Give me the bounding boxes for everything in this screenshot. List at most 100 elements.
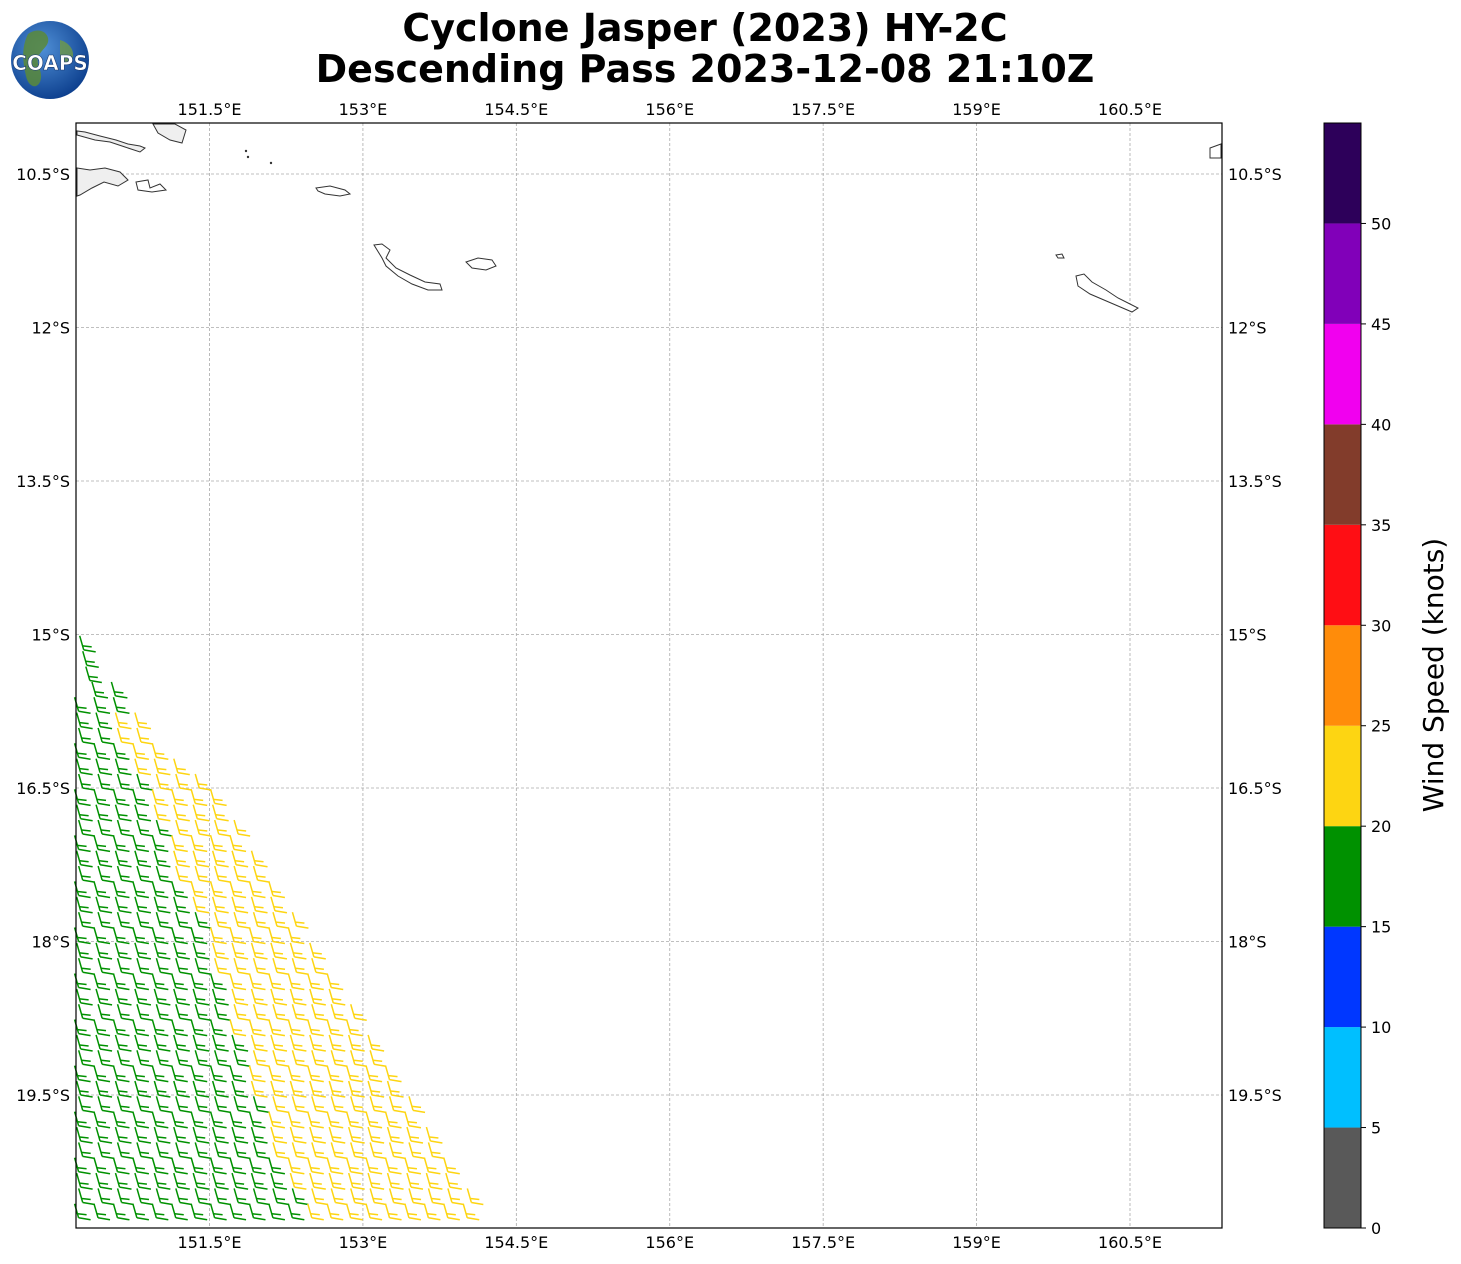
wind-barb (350, 1096, 367, 1114)
lon-tick-bottom: 157.5°E (791, 1233, 855, 1252)
wind-barb (427, 1142, 445, 1160)
wind-barb (82, 650, 99, 668)
wind-barb (311, 1188, 328, 1206)
wind-barb (77, 957, 95, 975)
wind-barb (213, 957, 231, 975)
wind-barb (289, 1172, 307, 1190)
wind-barb (97, 957, 115, 975)
wind-barb (311, 1096, 328, 1114)
wind-barb (209, 1019, 227, 1037)
wind-barb (311, 1050, 328, 1068)
wind-barb (194, 957, 212, 975)
wind-barb (97, 1188, 115, 1206)
wind-barb (250, 942, 268, 960)
wind-barb (153, 1034, 171, 1052)
wind-barb (114, 758, 132, 776)
wind-barb (173, 1126, 190, 1144)
coaps-logo-icon: COAPS (11, 21, 89, 99)
wind-barb (233, 911, 251, 929)
lat-tick-left: 19.5°S (16, 1086, 70, 1105)
wind-barb (112, 927, 130, 945)
colorbar-tick-label: 15 (1371, 918, 1391, 937)
wind-barb (384, 1111, 402, 1129)
wind-barb (153, 942, 171, 960)
wind-barb (136, 1004, 154, 1021)
lon-tick-bottom: 154.5°E (484, 1233, 548, 1252)
wind-barb (289, 1080, 307, 1098)
wind-barb (97, 819, 115, 837)
wind-barb (211, 1080, 229, 1098)
wind-barb (330, 1004, 348, 1021)
wind-barb (75, 1080, 93, 1098)
wind-barb (114, 1172, 132, 1190)
lat-tick-right: 15°S (1228, 626, 1267, 645)
lat-tick-right: 10.5°S (1228, 165, 1282, 184)
wind-barb (443, 1203, 460, 1221)
wind-barb (134, 1080, 152, 1098)
wind-barb (173, 1172, 190, 1190)
wind-barb (194, 1188, 212, 1206)
wind-barb (114, 1034, 132, 1052)
wind-barb (194, 773, 212, 791)
wind-barb (190, 973, 208, 991)
wind-barb (114, 988, 132, 1006)
wind-barb (173, 758, 190, 776)
wind-barb (445, 1172, 462, 1190)
wind-barb (365, 1111, 383, 1129)
wind-barb (386, 1080, 404, 1098)
wind-barb (93, 973, 111, 991)
wind-barb (73, 1065, 91, 1083)
colorbar-tick-label: 0 (1371, 1219, 1381, 1238)
wind-barb (328, 988, 346, 1006)
wind-barb (229, 1111, 247, 1129)
colorbar-tick-label: 45 (1371, 315, 1391, 334)
wind-barb (132, 973, 150, 991)
coastline-island-c (135, 179, 168, 193)
colorbar-tick-label: 40 (1371, 415, 1391, 434)
wind-barb (192, 1080, 210, 1098)
wind-barb (112, 1111, 130, 1129)
colorbar-bin (1324, 1027, 1361, 1128)
lon-tick-top: 154.5°E (484, 100, 548, 119)
lon-tick-bottom: 160.5°E (1098, 1233, 1162, 1252)
wind-barb (93, 1157, 111, 1175)
wind-barb (173, 988, 190, 1006)
colorbar-bin (1324, 524, 1361, 626)
wind-barb (151, 1157, 169, 1175)
wind-barb (233, 1096, 251, 1114)
wind-barb (132, 1157, 150, 1175)
wind-barb (330, 1050, 348, 1068)
islet-a (244, 149, 248, 153)
lat-tick-left: 13.5°S (16, 472, 70, 491)
wind-barb (289, 1126, 307, 1144)
wind-barb (233, 865, 251, 883)
wind-barb (330, 1142, 348, 1160)
wind-barb (97, 1096, 115, 1114)
wind-barb (192, 988, 210, 1006)
wind-barb (350, 1004, 367, 1021)
wind-barb (192, 850, 210, 868)
wind-barb (155, 911, 173, 929)
wind-barb (367, 1080, 385, 1098)
wind-barb (173, 1034, 190, 1052)
wind-barb (345, 1111, 363, 1129)
wind-barb (289, 942, 307, 960)
wind-barb (190, 927, 208, 945)
wind-barb (229, 927, 247, 945)
wind-barb (287, 1111, 305, 1129)
colorbar-bin (1324, 926, 1361, 1028)
wind-barb (248, 1111, 266, 1129)
wind-barb (289, 1034, 307, 1052)
wind-barb (250, 1172, 268, 1190)
wind-barb (229, 1019, 247, 1037)
wind-barb (134, 942, 152, 960)
wind-barb (136, 1096, 154, 1114)
wind-barb (134, 896, 152, 914)
colorbar-bin (1324, 826, 1361, 927)
wind-barb (289, 988, 307, 1006)
wind-barb (173, 804, 190, 822)
wind-barb (78, 635, 96, 653)
wind-barb (209, 973, 227, 991)
wind-barb (151, 881, 169, 899)
wind-barb (408, 1142, 426, 1160)
